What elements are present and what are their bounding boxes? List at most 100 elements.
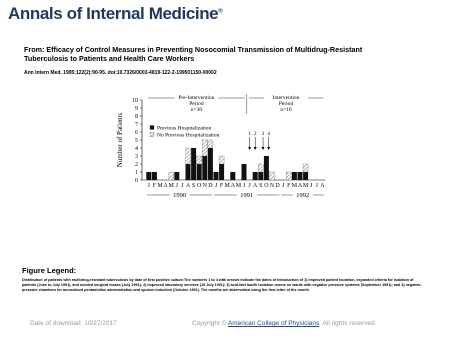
y-tick-label: 6	[135, 130, 138, 136]
y-tick-label: 3	[135, 154, 138, 160]
x-tick-label: J	[316, 183, 319, 189]
x-tick-label: F	[153, 183, 157, 189]
x-tick-label: F	[220, 183, 224, 189]
logo: Annals of Internal Medicine®	[8, 4, 223, 24]
bar	[219, 164, 225, 180]
x-tick-label: A	[231, 183, 236, 189]
arrow-head	[253, 147, 257, 150]
y-tick-label: 10	[132, 98, 138, 104]
y-tick-label: 5	[135, 138, 138, 144]
x-tick-label: J	[282, 183, 285, 189]
arrow-label: 4	[267, 132, 270, 137]
y-tick-label: 9	[135, 106, 138, 112]
x-tick-label: M	[292, 183, 298, 189]
x-tick-label: J	[248, 183, 251, 189]
x-tick-label: M	[169, 183, 175, 189]
x-tick-label: D	[275, 183, 280, 189]
x-tick-label: F	[287, 183, 291, 189]
period-sub: Period	[189, 101, 204, 107]
arrow-label: 1	[248, 132, 251, 137]
period-n: n=10	[280, 107, 292, 113]
period-label: Pre-Intervention	[178, 95, 214, 101]
citation: Ann Intern Med. 1995;122(2):90-95. doi:1…	[24, 70, 217, 76]
x-tick-label: M	[225, 183, 231, 189]
bar	[146, 172, 152, 180]
x-tick-label: M	[157, 183, 163, 189]
bar	[269, 171, 275, 181]
x-tick-label: N	[203, 183, 208, 189]
bar	[207, 148, 213, 180]
x-tick-label: S	[259, 183, 262, 189]
x-tick-label: J	[243, 183, 246, 189]
bar	[297, 172, 303, 180]
bar	[291, 172, 297, 180]
x-tick-label: D	[208, 183, 213, 189]
arrow-head	[261, 147, 265, 150]
bar	[302, 163, 309, 173]
bar	[241, 164, 247, 180]
x-tick-label: J	[181, 183, 184, 189]
x-tick-label: N	[270, 183, 275, 189]
bar	[185, 164, 191, 180]
x-tick-label: S	[192, 183, 195, 189]
x-tick-label: A	[186, 183, 191, 189]
x-tick-label: A	[298, 183, 303, 189]
logo-text: Annals of Internal Medicine	[8, 4, 219, 23]
x-tick-label: M	[236, 183, 242, 189]
bar	[218, 155, 225, 165]
bar	[230, 172, 236, 180]
x-tick-label: A	[320, 183, 325, 189]
period-sub: Period	[279, 101, 294, 107]
legend-label: No Previous Hospitalization	[157, 133, 220, 139]
y-axis-label: Number of Patients	[116, 113, 124, 168]
bar	[202, 139, 208, 157]
bar	[213, 172, 219, 180]
x-tick-label: J	[310, 183, 313, 189]
y-tick-label: 2	[135, 162, 138, 168]
x-tick-label: J	[148, 183, 151, 189]
year-label: 1992	[296, 192, 309, 199]
y-tick-label: 0	[135, 178, 138, 184]
download-date: Date of download: 10/27/2017	[30, 320, 117, 327]
bar	[191, 148, 197, 180]
copyright: Copyright © American College of Physicia…	[192, 320, 376, 327]
bar	[174, 172, 180, 180]
x-tick-label: J	[176, 183, 179, 189]
y-tick-label: 8	[135, 114, 138, 120]
x-tick-label: A	[253, 183, 258, 189]
x-tick-label: J	[215, 183, 218, 189]
year-label: 1990	[173, 192, 186, 199]
bar	[263, 156, 269, 180]
legend-swatch	[149, 125, 155, 130]
y-tick-label: 7	[135, 122, 138, 128]
legend-heading: Figure Legend:	[22, 266, 77, 275]
arrow-head	[248, 147, 252, 150]
bar	[168, 171, 174, 181]
bar	[196, 164, 202, 180]
legend-swatch	[149, 132, 155, 137]
bar	[252, 172, 258, 180]
x-tick-label: A	[163, 183, 168, 189]
bar	[196, 155, 202, 165]
arrow-label: 2	[254, 132, 257, 137]
logo-mark: ®	[218, 8, 223, 15]
year-label: 1991	[240, 192, 253, 199]
x-tick-label: O	[264, 183, 269, 189]
x-tick-label: M	[303, 183, 309, 189]
legend-text: Distribution of patients with multidrug-…	[22, 278, 422, 292]
copyright-prefix: Copyright ©	[192, 320, 227, 327]
bar	[207, 139, 214, 149]
y-tick-label: 4	[135, 146, 138, 152]
bar	[202, 156, 208, 180]
y-tick-label: 1	[135, 170, 138, 176]
period-label: Intervention	[273, 95, 300, 101]
bar	[303, 172, 309, 180]
x-tick-label: O	[197, 183, 202, 189]
publisher-link[interactable]: American College of Physicians	[227, 320, 320, 327]
bar	[258, 163, 264, 173]
bar	[151, 172, 157, 180]
arrow-label: 3	[262, 132, 265, 137]
period-n: n=30	[191, 107, 203, 113]
